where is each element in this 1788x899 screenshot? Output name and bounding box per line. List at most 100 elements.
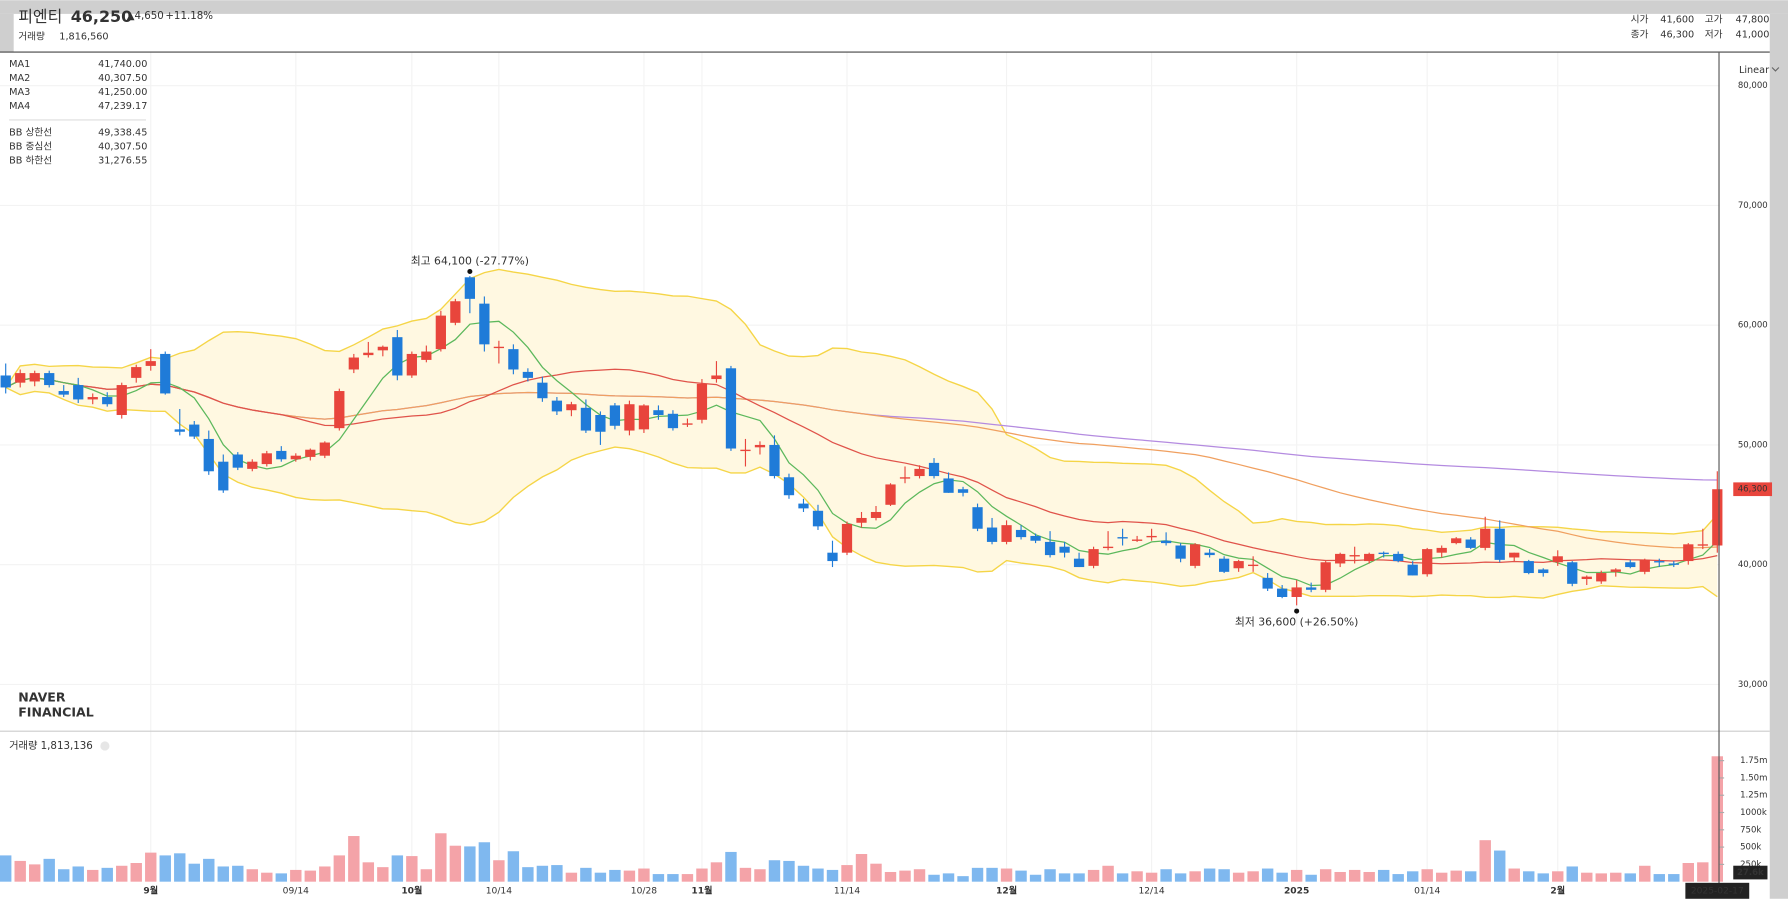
high-annotation: 최고 64,100 (-27.77%): [411, 254, 529, 267]
volume-bar: [406, 856, 418, 882]
candle-body: [87, 397, 98, 400]
volume-bar: [449, 845, 462, 882]
candle-body: [1523, 561, 1534, 574]
volume-bar: [290, 869, 302, 882]
candle-body: [667, 413, 679, 429]
volume-tag-label: 27.6k: [1737, 868, 1764, 878]
volume-tick-label: 1000k: [1740, 808, 1767, 818]
volume-bar: [565, 872, 578, 882]
volume-bar: [710, 862, 723, 882]
close-value: 46,300: [1660, 29, 1694, 40]
volume-tick-label: 1.50m: [1740, 773, 1767, 783]
volume-value: 1,816,560: [59, 32, 108, 43]
volume-bar: [1348, 869, 1361, 882]
volume-bar: [1566, 866, 1578, 882]
candle-body: [595, 414, 606, 432]
volume-bar: [1363, 871, 1375, 882]
volume-bar: [1595, 873, 1607, 882]
bb-lower: [5, 386, 1718, 599]
x-tick-label: 2025-02-17: [1691, 886, 1744, 896]
volume-bar: [652, 874, 665, 882]
volume-bar: [87, 869, 99, 882]
volume-bar: [348, 836, 360, 882]
frame-right: [1769, 13, 1788, 899]
volume-bar: [1653, 874, 1665, 882]
legend-name: BB 상한선: [9, 126, 52, 138]
candle-body: [29, 373, 40, 382]
volume-bar: [1552, 871, 1564, 882]
scale-mode[interactable]: Linear: [1739, 65, 1769, 76]
volume-bar: [580, 867, 592, 882]
x-tick-label: 12/14: [1138, 886, 1164, 896]
candle-body: [145, 361, 156, 366]
volume-tick-label: 250k: [1740, 860, 1761, 870]
price-change: ▲4,650: [127, 10, 164, 22]
candle-body: [421, 351, 432, 360]
watermark: FINANCIAL: [18, 704, 93, 719]
high-value: 47,800: [1736, 15, 1770, 26]
volume-bar: [1697, 862, 1709, 882]
candle-body: [392, 337, 403, 376]
volume-bar: [1203, 868, 1216, 882]
candle-body: [580, 407, 592, 431]
volume-bar: [1102, 865, 1114, 882]
legend-name: BB 하한선: [9, 154, 52, 167]
x-tick-label: 12월: [996, 884, 1017, 896]
volume-bar: [1624, 873, 1636, 882]
candle-body: [986, 527, 998, 542]
candle-body: [1248, 564, 1259, 567]
volume-bar: [145, 852, 157, 882]
candle-body: [943, 478, 954, 493]
volume-bar: [1232, 872, 1245, 882]
volume-bar: [435, 833, 447, 882]
high-marker: [467, 269, 473, 275]
candle-body: [406, 353, 417, 376]
candle-body: [508, 349, 519, 370]
candle-body: [1378, 552, 1389, 555]
candle-body: [1291, 587, 1302, 597]
volume-tick-label: 1.75m: [1740, 756, 1767, 766]
stock-name: 피엔티: [18, 7, 62, 26]
legend-value: 41,740.00: [98, 59, 147, 70]
candle-body: [435, 315, 446, 350]
candle-body: [754, 444, 766, 448]
volume-bar: [1058, 873, 1071, 882]
x-tick-label: 9월: [143, 884, 158, 896]
volume-bar: [188, 863, 200, 882]
volume-bar: [826, 869, 839, 882]
volume-bar: [1639, 865, 1651, 882]
scale-chevron[interactable]: [1771, 67, 1780, 72]
low-marker: [1294, 608, 1300, 614]
watermark: NAVER: [18, 690, 66, 705]
candle-body: [1059, 546, 1070, 553]
bb-band: [5, 269, 1718, 599]
candle-body: [464, 277, 475, 299]
volume-bar: [246, 869, 258, 882]
volume-bar: [1465, 871, 1477, 882]
volume-bar: [1334, 871, 1346, 882]
volume-bar: [319, 866, 331, 882]
candle-body: [334, 391, 345, 429]
candle-body: [1625, 562, 1636, 568]
low-value: 41,000: [1736, 29, 1770, 40]
volume-bar: [1189, 871, 1201, 882]
candle-body: [1088, 549, 1099, 566]
volume-bar: [14, 860, 26, 882]
volume-settings: [100, 741, 110, 751]
candle-body: [1277, 588, 1288, 597]
y-tick-label: 70,000: [1738, 201, 1768, 211]
volume-bar: [1377, 869, 1390, 882]
candle-body: [725, 368, 737, 449]
volume-bar: [536, 865, 549, 882]
candle-body: [1218, 558, 1230, 572]
legend-name: MA4: [9, 101, 30, 112]
candle-body: [218, 461, 229, 491]
volume-bar: [1261, 868, 1274, 882]
candle-body: [174, 429, 185, 432]
volume-bar: [696, 868, 708, 882]
x-tick-label: 10/14: [486, 886, 512, 896]
candle-body: [1102, 546, 1114, 549]
volume-bar: [754, 869, 766, 882]
volume-bar: [913, 869, 926, 882]
